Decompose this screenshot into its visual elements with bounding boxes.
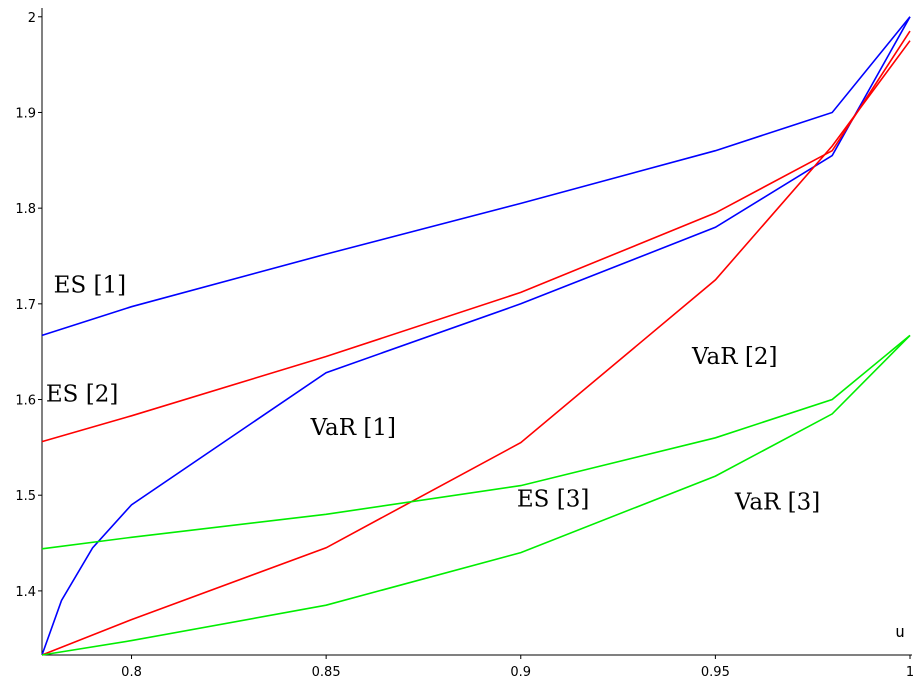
x-tick-label: 0.8 — [121, 665, 142, 680]
x-tick-label: 0.95 — [701, 665, 730, 680]
series-line-6 — [41, 334, 911, 656]
series-label-4: VaR [2] — [691, 344, 777, 370]
x-ticks: 0.8 0.85 0.9 0.95 1 — [121, 655, 913, 680]
series-line-2 — [41, 16, 911, 656]
y-tick-label: 2 — [28, 11, 36, 26]
y-tick-label: 1.8 — [15, 202, 36, 217]
x-axis-title: u — [895, 622, 905, 641]
series-labels: ES [1] VaR [1] ES [2] VaR [2] ES [3] VaR [3] — [46, 272, 820, 515]
series-line-3 — [41, 30, 911, 443]
series-line-4 — [41, 40, 911, 656]
y-tick-label: 1.6 — [15, 394, 36, 409]
y-tick-label: 1.5 — [15, 489, 36, 504]
series-label-1: ES [1] — [54, 272, 126, 298]
series-label-5: ES [3] — [517, 487, 589, 513]
x-tick-label: 1 — [906, 665, 913, 680]
x-tick-label: 0.9 — [510, 665, 531, 680]
series-lines — [41, 16, 911, 656]
series-line-1 — [41, 16, 911, 337]
axes — [41, 8, 912, 656]
series-label-2: VaR [1] — [310, 415, 396, 441]
x-tick-label: 0.85 — [312, 665, 341, 680]
y-tick-label: 1.9 — [15, 106, 36, 121]
y-ticks: 1.4 1.5 1.6 1.7 1.8 1.9 2 — [15, 11, 42, 600]
y-tick-label: 1.7 — [15, 298, 36, 313]
series-label-3: ES [2] — [46, 381, 118, 407]
y-tick-label: 1.4 — [15, 585, 36, 600]
series-label-6: VaR [3] — [734, 490, 820, 516]
series-line-5 — [41, 334, 911, 550]
